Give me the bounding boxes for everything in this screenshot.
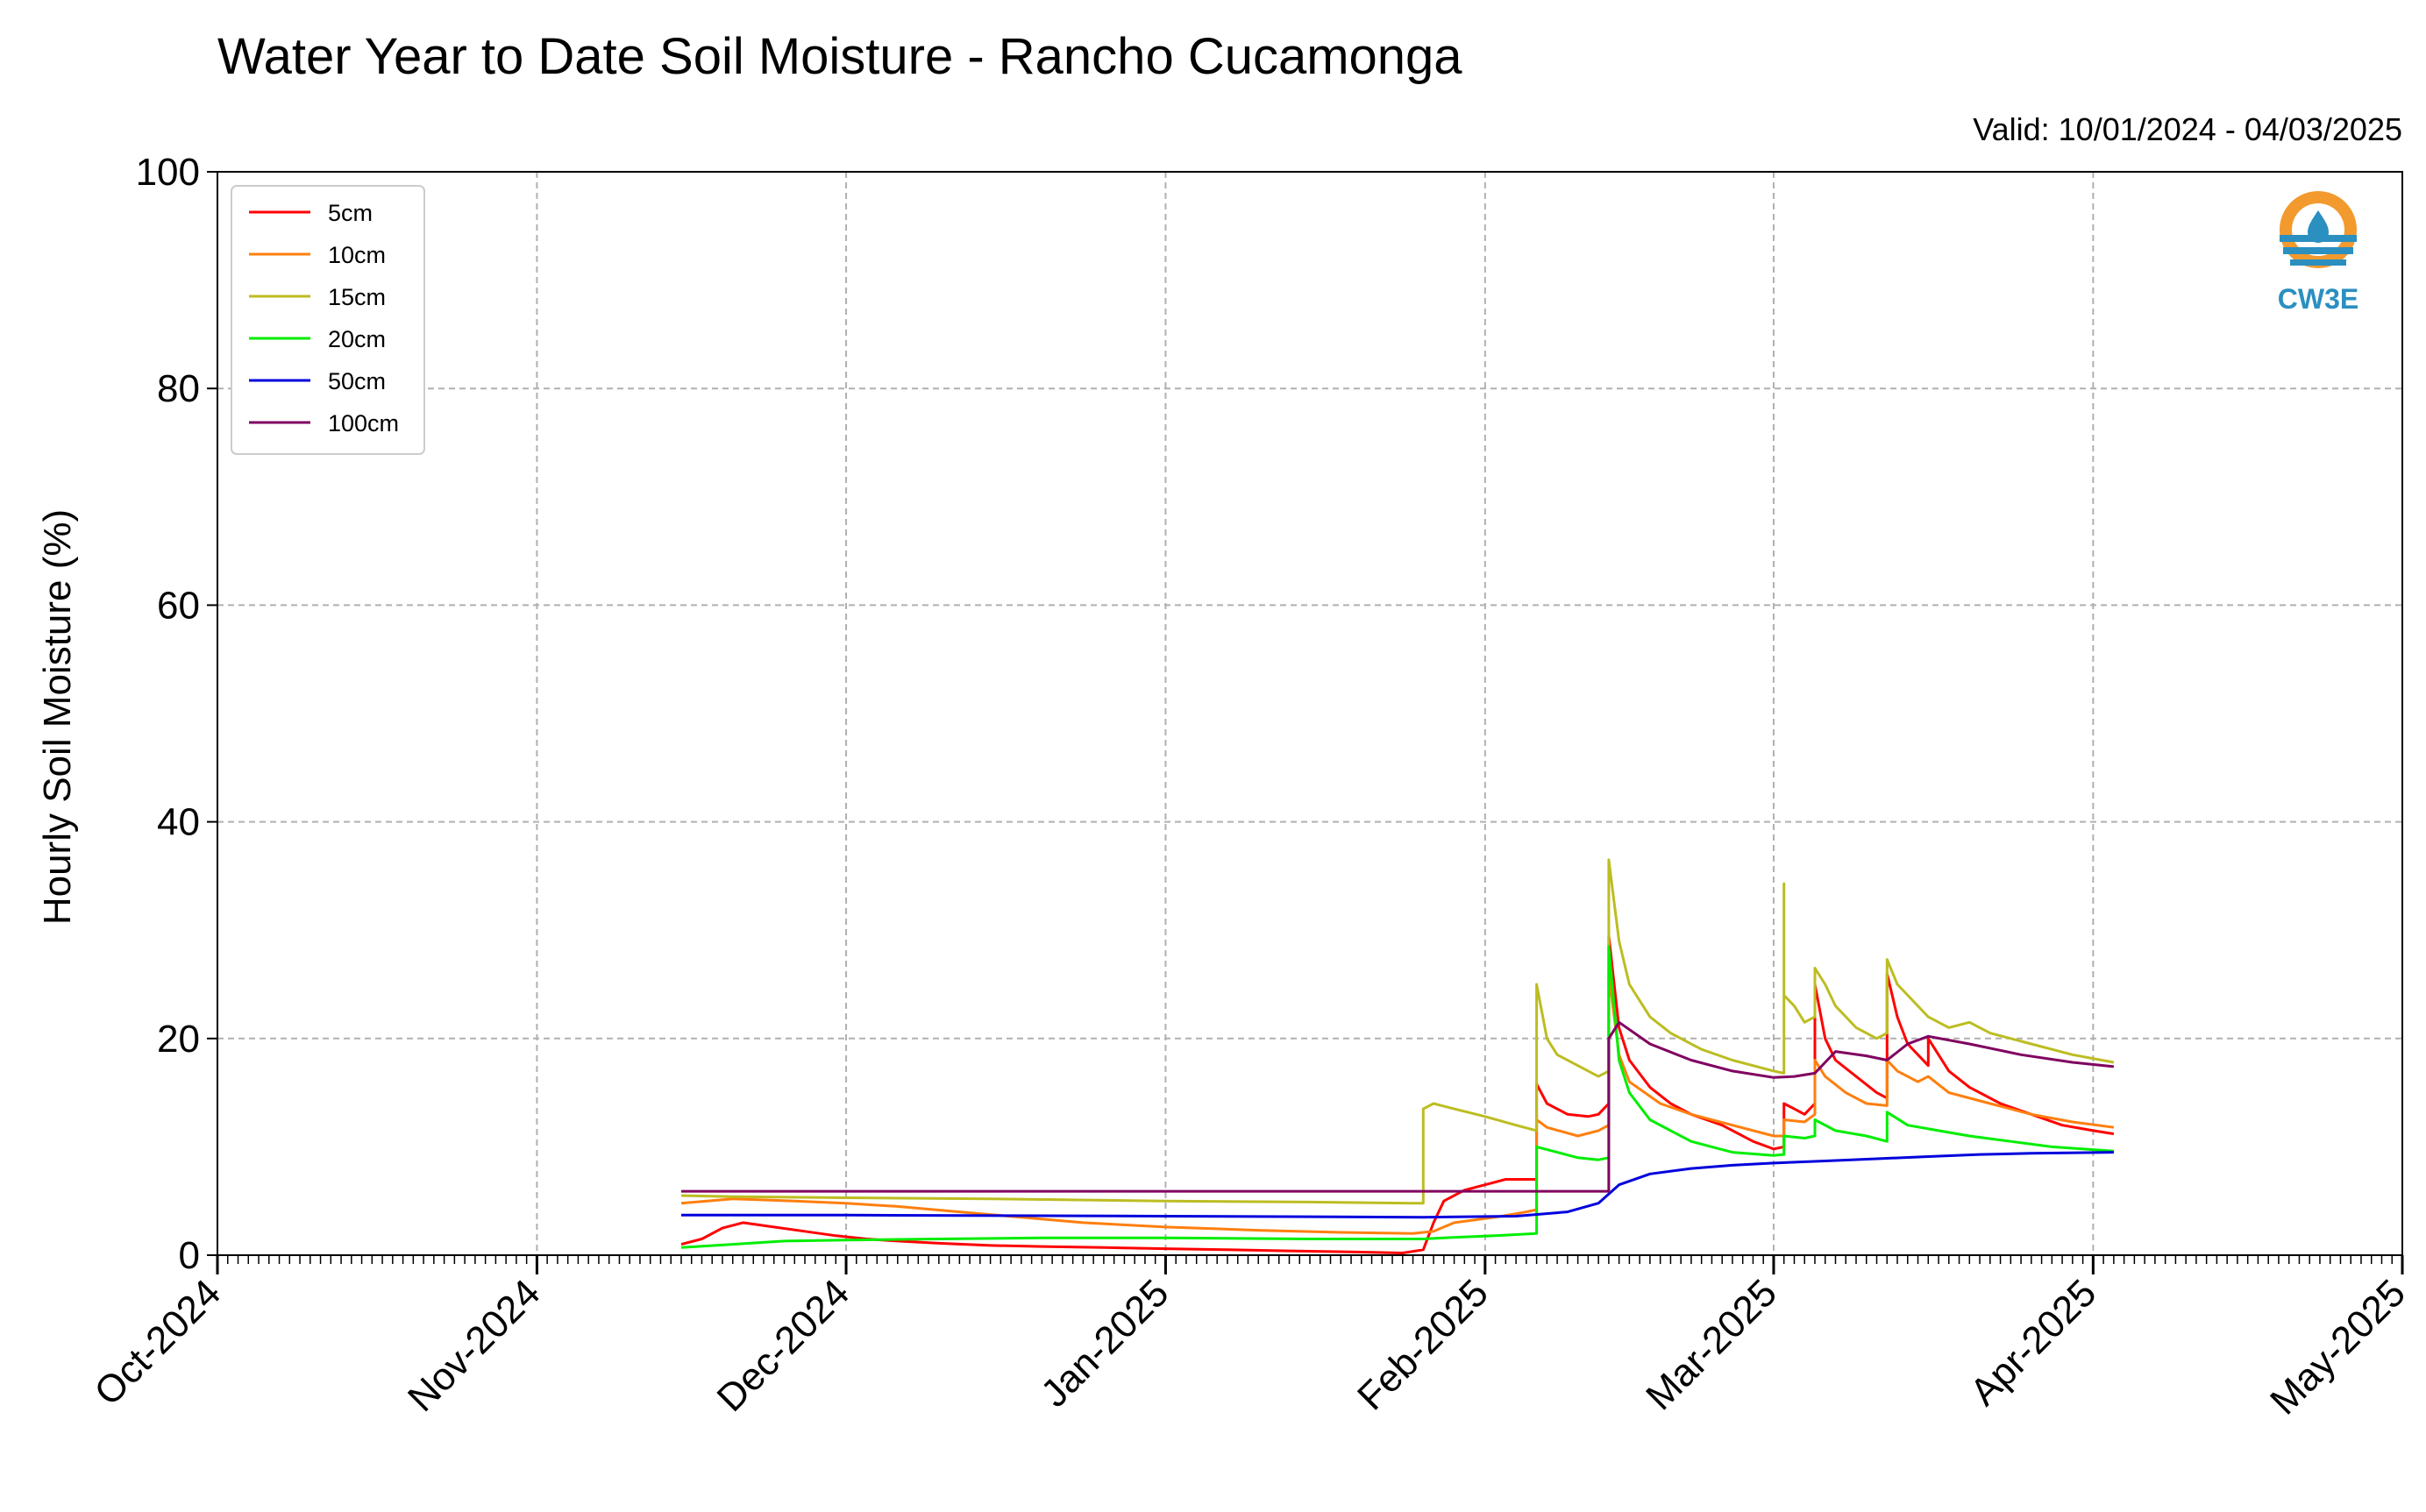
logo-wave-1 <box>2280 235 2357 242</box>
series-line-15cm <box>680 858 2115 1205</box>
valid-range-label: Valid: 10/01/2024 - 04/03/2025 <box>1973 111 2402 147</box>
legend-label-10cm: 10cm <box>328 242 386 268</box>
y-tick-label: 100 <box>136 151 200 194</box>
y-tick-label: 60 <box>157 584 200 627</box>
y-tick-label: 80 <box>157 367 200 410</box>
logo-text: CW3E <box>2278 283 2358 315</box>
cw3e-logo: CW3E <box>2278 191 2358 315</box>
y-tick-label: 20 <box>157 1018 200 1061</box>
series-lines <box>680 858 2115 1254</box>
logo-wave-2 <box>2283 247 2353 254</box>
grid-lines <box>217 172 2402 1255</box>
legend-label-100cm: 100cm <box>328 410 399 437</box>
series-line-100cm <box>681 1020 2115 1193</box>
legend-label-50cm: 50cm <box>328 368 386 394</box>
y-tick-label: 0 <box>179 1234 200 1277</box>
y-axis-label: Hourly Soil Moisture (%) <box>36 509 79 925</box>
legend-label-15cm: 15cm <box>328 284 386 310</box>
logo-wave-3 <box>2290 259 2346 266</box>
legend: 5cm 10cm 15cm 20cm 50cm 100cm <box>231 185 425 455</box>
water-drop-icon <box>2308 210 2329 243</box>
legend-label-20cm: 20cm <box>328 326 386 352</box>
chart-title: Water Year to Date Soil Moisture - Ranch… <box>217 28 1462 85</box>
y-tick-label: 40 <box>157 801 200 844</box>
legend-label-5cm: 5cm <box>328 200 373 226</box>
series-line-50cm <box>681 1151 2114 1219</box>
series-line-20cm <box>680 945 2115 1249</box>
